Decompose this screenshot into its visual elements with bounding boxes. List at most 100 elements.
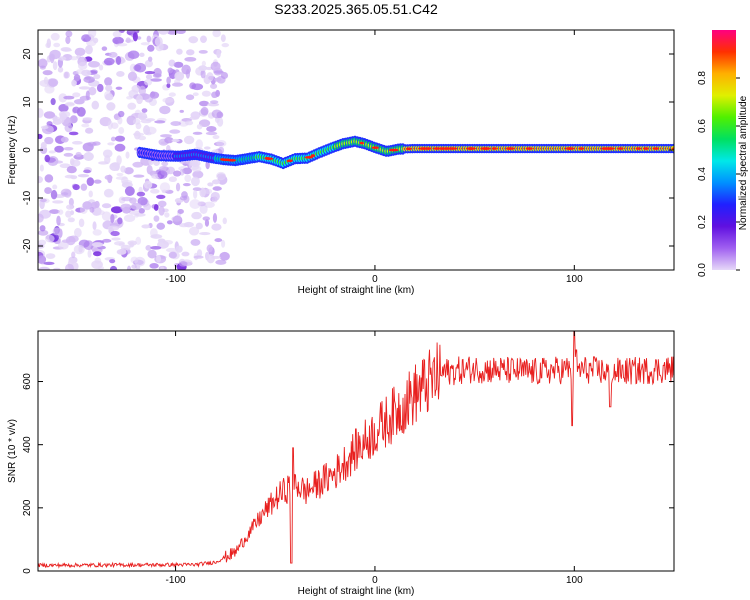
noise-blob	[81, 123, 90, 128]
noise-blob	[82, 117, 93, 121]
noise-blob	[181, 191, 188, 199]
noise-blob	[157, 170, 168, 179]
noise-blob	[110, 136, 116, 142]
noise-blob	[137, 112, 148, 121]
noise-blob	[202, 216, 211, 221]
noise-blob	[136, 94, 143, 105]
noise-blob	[94, 257, 102, 264]
spectrogram-ylabel: Frequency (Hz)	[7, 116, 18, 185]
noise-blob	[150, 78, 162, 82]
noise-blob	[220, 34, 226, 42]
noise-blob	[88, 86, 97, 96]
noise-blob	[199, 232, 211, 236]
noise-blob	[158, 206, 165, 216]
noise-blob	[212, 186, 222, 191]
ridge-peak	[424, 147, 432, 150]
noise-blob	[168, 92, 176, 97]
noise-blob	[200, 35, 207, 44]
noise-blob	[211, 255, 221, 259]
noise-blob	[83, 152, 94, 161]
noise-blob	[115, 55, 122, 66]
noise-blob	[73, 244, 85, 255]
ridge-peak	[264, 157, 271, 160]
noise-blob	[201, 60, 206, 67]
noise-blob	[96, 83, 104, 93]
noise-blob	[70, 175, 78, 180]
noise-blob	[116, 71, 125, 77]
noise-blob	[120, 165, 126, 173]
noise-blob	[39, 164, 44, 172]
noise-blob	[66, 204, 74, 210]
noise-blob	[136, 191, 146, 197]
noise-blob	[43, 261, 55, 265]
noise-blob	[52, 116, 61, 122]
noise-blob	[92, 229, 102, 236]
noise-blob	[117, 110, 125, 118]
noise-blob	[83, 240, 94, 251]
noise-blob	[146, 35, 152, 43]
noise-blob	[123, 167, 134, 175]
noise-blob	[53, 267, 61, 270]
noise-blob	[63, 147, 74, 151]
noise-blob	[90, 69, 98, 74]
noise-blob	[44, 154, 51, 163]
noise-blob	[88, 60, 100, 68]
noise-blob	[141, 224, 151, 229]
noise-blob	[209, 100, 219, 104]
noise-blob	[38, 176, 43, 184]
noise-blob	[58, 56, 67, 61]
noise-blob	[152, 73, 162, 78]
noise-blob	[110, 122, 119, 130]
noise-blob	[147, 249, 157, 259]
noise-blob	[169, 129, 181, 134]
noise-blob	[166, 83, 171, 88]
noise-blob	[60, 136, 69, 143]
noise-blob	[93, 251, 102, 257]
noise-blob	[178, 223, 190, 228]
noise-blob	[42, 70, 53, 76]
noise-blob	[39, 225, 46, 232]
noise-blob	[121, 179, 133, 185]
noise-blob	[125, 151, 130, 159]
noise-blob	[65, 36, 71, 45]
noise-blob	[54, 145, 64, 153]
noise-blob	[191, 211, 202, 220]
noise-blob	[161, 161, 169, 167]
noise-blob	[114, 143, 126, 152]
y-tick-label: 400	[22, 436, 33, 453]
noise-blob	[110, 206, 123, 214]
noise-blob	[75, 151, 82, 158]
noise-blob	[144, 78, 153, 86]
noise-blob	[206, 126, 217, 133]
noise-blob	[159, 165, 169, 172]
noise-blob	[82, 142, 94, 152]
noise-blob	[166, 220, 173, 225]
noise-blob	[210, 83, 218, 89]
noise-blob	[200, 106, 209, 116]
noise-blob	[120, 203, 132, 211]
ridge-peak	[565, 147, 574, 150]
noise-blob	[61, 239, 72, 243]
noise-blob	[134, 256, 146, 267]
snr-ylabel: SNR (10 * v/v)	[7, 419, 18, 483]
noise-blob	[115, 86, 123, 90]
noise-blob	[221, 42, 230, 48]
noise-blob	[59, 163, 71, 169]
noise-blob	[204, 219, 210, 227]
noise-blob	[91, 242, 104, 248]
noise-blob	[159, 182, 171, 193]
noise-blob	[57, 66, 64, 73]
noise-blob	[127, 102, 137, 110]
noise-blob	[212, 135, 220, 140]
noise-blob	[60, 188, 72, 197]
noise-blob	[149, 228, 158, 238]
figure-title: S233.2025.365.05.51.C42	[274, 1, 438, 17]
x-tick-label: -100	[166, 575, 186, 586]
noise-blob	[147, 56, 153, 62]
noise-blob	[127, 50, 140, 60]
noise-blob	[116, 249, 127, 255]
noise-blob	[185, 94, 195, 101]
noise-blob	[204, 188, 213, 195]
snr-axes: -100 0 100 0 200 400 600	[22, 331, 674, 586]
